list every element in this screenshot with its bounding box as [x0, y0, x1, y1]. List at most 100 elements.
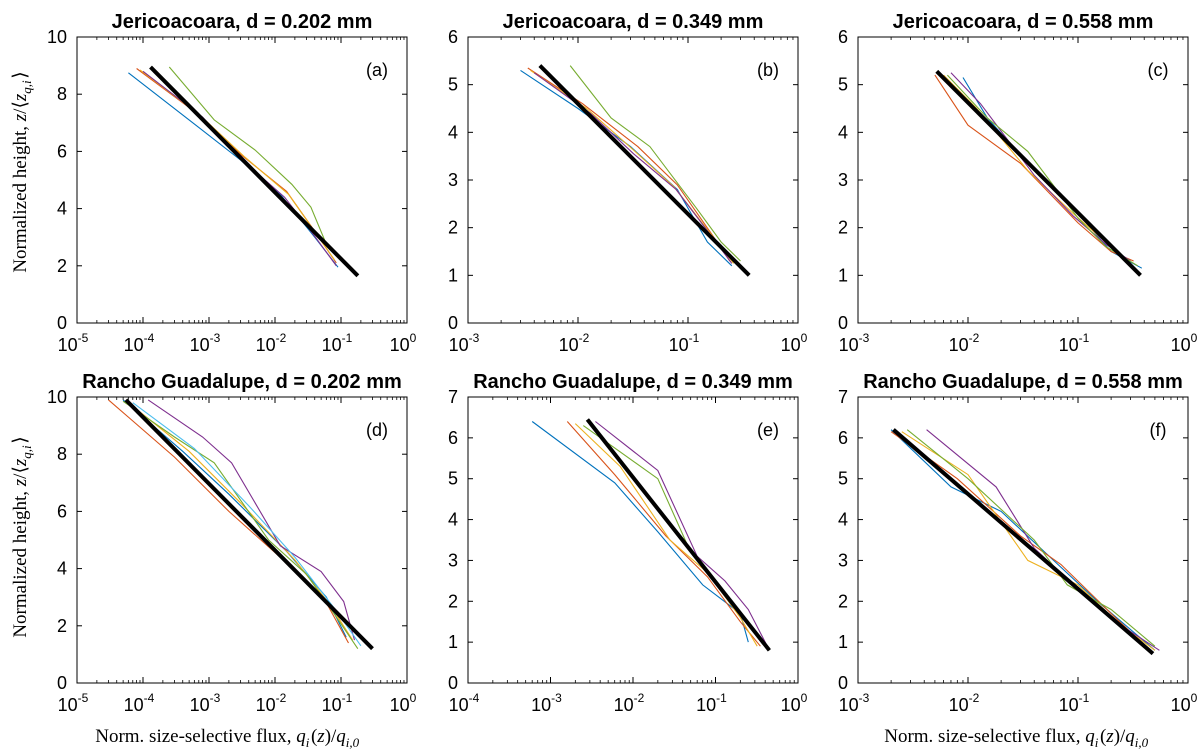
- y-tick-label: 4: [448, 510, 458, 530]
- x-tick-label: 10-1: [322, 691, 353, 715]
- y-tick-label: 6: [448, 428, 458, 448]
- series-group: [108, 398, 374, 651]
- x-tick-label: 100: [390, 331, 417, 355]
- fit-line: [149, 65, 360, 278]
- series-line-4: [595, 421, 770, 651]
- y-tick-label: 0: [57, 673, 67, 693]
- y-tick-label: 2: [838, 218, 848, 238]
- panel-b: Jericoacoara, d = 0.349 mm 0 1 2 3 4 5 6 10-3 10-…: [448, 11, 808, 355]
- y-tick-label: 10: [47, 387, 67, 407]
- y-tick-label: 5: [838, 75, 848, 95]
- x-tick-label: 10-5: [58, 331, 89, 355]
- x-axis-label-left: Norm. size-selective flux, qi (z)/qi,0: [95, 726, 361, 750]
- panel-c: Jericoacoara, d = 0.558 mm 0 1 2 3 4 5 6 10-3 10-…: [838, 11, 1198, 355]
- y-tick-label: 0: [838, 313, 848, 333]
- y-tick-label: 1: [838, 632, 848, 652]
- fit-line: [892, 428, 1155, 656]
- x-tick-label: 10-2: [949, 691, 980, 715]
- y-tick-label: 7: [448, 387, 458, 407]
- y-tick-label: 5: [448, 75, 458, 95]
- y-tick-label: 2: [57, 256, 67, 276]
- x-tick-label: 10-2: [256, 331, 287, 355]
- y-axis-label-top: Normalized height, z/⟨zq,i ⟩: [10, 71, 34, 272]
- panel-letter: (f): [1150, 420, 1167, 440]
- y-tick-label: 0: [838, 673, 848, 693]
- axes-box: [857, 396, 1189, 684]
- panel-title: Jericoacoara, d = 0.202 mm: [112, 11, 373, 33]
- x-tick-label: 10-1: [696, 691, 727, 715]
- x-tick-label: 10-3: [839, 331, 870, 355]
- x-tick-label: 100: [781, 331, 808, 355]
- series-line-5: [906, 429, 1156, 647]
- y-tick-label: 3: [448, 170, 458, 190]
- panel-f: Rancho Guadalupe, d = 0.558 mm 0 1 2 3 4 5 6 7 10…: [838, 371, 1198, 715]
- series-group: [934, 69, 1143, 277]
- panel-e: Rancho Guadalupe, d = 0.349 mm 0 1 2 3 4 5 6 7 10…: [448, 371, 808, 715]
- x-tick-label: 10-1: [669, 331, 700, 355]
- fit-line: [538, 64, 751, 277]
- y-tick-label: 2: [448, 591, 458, 611]
- x-tick-label: 10-1: [1059, 331, 1090, 355]
- x-tick-label: 10-1: [322, 331, 353, 355]
- x-tick-label: 10-3: [190, 331, 221, 355]
- series-line-2: [890, 431, 1151, 651]
- x-tick-label: 10-3: [531, 691, 562, 715]
- y-tick-label: 0: [448, 673, 458, 693]
- y-tick-label: 4: [57, 199, 67, 219]
- y-tick-label: 4: [838, 510, 848, 530]
- panel-title: Rancho Guadalupe, d = 0.349 mm: [473, 371, 793, 393]
- x-tick-label: 10-3: [190, 691, 221, 715]
- x-tick-label: 10-2: [559, 331, 590, 355]
- y-tick-label: 0: [448, 313, 458, 333]
- series-line-2: [566, 421, 761, 647]
- y-tick-label: 1: [838, 265, 848, 285]
- y-tick-label: 4: [838, 122, 848, 142]
- panel-letter: (a): [366, 60, 388, 80]
- y-tick-label: 1: [448, 265, 458, 285]
- panel-title: Rancho Guadalupe, d = 0.558 mm: [863, 371, 1183, 393]
- y-tick-label: 8: [57, 444, 67, 464]
- panel-d: Rancho Guadalupe, d = 0.202 mm 0 2 4 6 8 10 10-…: [47, 371, 417, 715]
- x-tick-label: 10-3: [839, 691, 870, 715]
- fit-line: [124, 398, 374, 651]
- panel-title: Jericoacoara, d = 0.349 mm: [503, 11, 764, 33]
- series-line-5: [946, 74, 1139, 267]
- y-tick-label: 1: [448, 632, 458, 652]
- x-tick-label: 100: [1171, 691, 1198, 715]
- axes-box: [76, 36, 408, 324]
- panel-title: Rancho Guadalupe, d = 0.202 mm: [82, 371, 402, 393]
- y-tick-label: 2: [838, 591, 848, 611]
- y-tick-label: 6: [838, 27, 848, 47]
- y-tick-label: 5: [448, 469, 458, 489]
- x-tick-label: 10-4: [124, 691, 155, 715]
- x-tick-label: 10-1: [1059, 691, 1090, 715]
- x-tick-label: 100: [390, 691, 417, 715]
- x-tick-label: 100: [1171, 331, 1198, 355]
- y-tick-label: 6: [448, 27, 458, 47]
- x-tick-label: 100: [781, 691, 808, 715]
- y-tick-label: 8: [57, 84, 67, 104]
- y-tick-label: 2: [57, 616, 67, 636]
- panel-letter: (d): [366, 420, 388, 440]
- y-tick-label: 10: [47, 27, 67, 47]
- fit-line: [935, 69, 1142, 277]
- y-tick-label: 4: [448, 122, 458, 142]
- series-group: [128, 65, 360, 278]
- series-line-2: [108, 399, 349, 644]
- x-tick-label: 10-5: [58, 691, 89, 715]
- x-tick-label: 10-4: [124, 331, 155, 355]
- y-tick-label: 2: [448, 218, 458, 238]
- series-line-3: [574, 423, 758, 647]
- series-line-2: [934, 74, 1134, 262]
- panel-letter: (c): [1148, 60, 1169, 80]
- y-axis-label-bottom: Normalized height, z/⟨zq,i ⟩: [10, 436, 34, 637]
- y-tick-label: 3: [838, 550, 848, 570]
- y-tick-label: 4: [57, 559, 67, 579]
- panel-title: Jericoacoara, d = 0.558 mm: [893, 11, 1154, 33]
- panel-letter: (e): [757, 420, 779, 440]
- series-group: [890, 428, 1160, 656]
- y-tick-label: 6: [57, 141, 67, 161]
- y-tick-label: 7: [838, 387, 848, 407]
